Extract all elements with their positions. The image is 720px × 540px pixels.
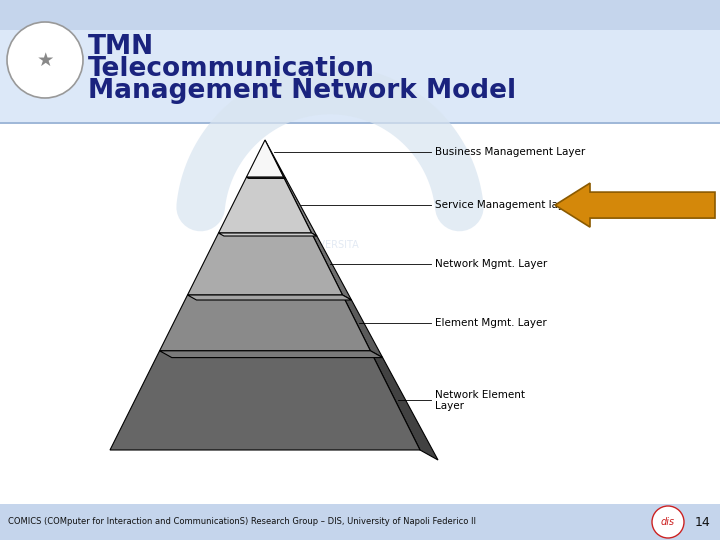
Text: ★: ★ [36, 51, 54, 70]
Text: Telecommunication: Telecommunication [88, 56, 375, 82]
Bar [0, 0, 720, 30]
Polygon shape [312, 233, 351, 300]
Text: TMN: TMN [88, 34, 154, 60]
Text: Management Network Model: Management Network Model [88, 78, 516, 104]
Text: dis: dis [661, 517, 675, 527]
Text: Service Management layer: Service Management layer [435, 200, 575, 210]
Polygon shape [343, 295, 382, 357]
Polygon shape [187, 233, 343, 295]
Polygon shape [370, 351, 438, 460]
Circle shape [652, 506, 684, 538]
Polygon shape [284, 177, 317, 236]
Polygon shape [246, 177, 286, 178]
Polygon shape [160, 295, 370, 351]
Polygon shape [246, 140, 284, 177]
Circle shape [7, 22, 83, 98]
Text: COMICS (COMputer for Interaction and CommunicationS) Research Group – DIS, Unive: COMICS (COMputer for Interaction and Com… [8, 517, 476, 526]
Polygon shape [160, 351, 382, 357]
Bar [0, 30, 720, 122]
FancyArrow shape [555, 183, 715, 227]
Bar [0, 122, 720, 124]
Text: Business Management Layer: Business Management Layer [435, 147, 585, 157]
Text: Network Mgmt. Layer: Network Mgmt. Layer [435, 259, 547, 269]
Text: UNIVERSITA: UNIVERSITA [301, 240, 359, 250]
Text: 14: 14 [694, 516, 710, 529]
Polygon shape [110, 351, 420, 450]
Polygon shape [218, 177, 312, 233]
Polygon shape [265, 140, 286, 178]
Polygon shape [187, 295, 351, 300]
Polygon shape [218, 233, 317, 236]
Bar [0, 504, 720, 540]
Text: Network Element
Layer: Network Element Layer [435, 389, 525, 411]
Text: Element Mgmt. Layer: Element Mgmt. Layer [435, 318, 546, 328]
